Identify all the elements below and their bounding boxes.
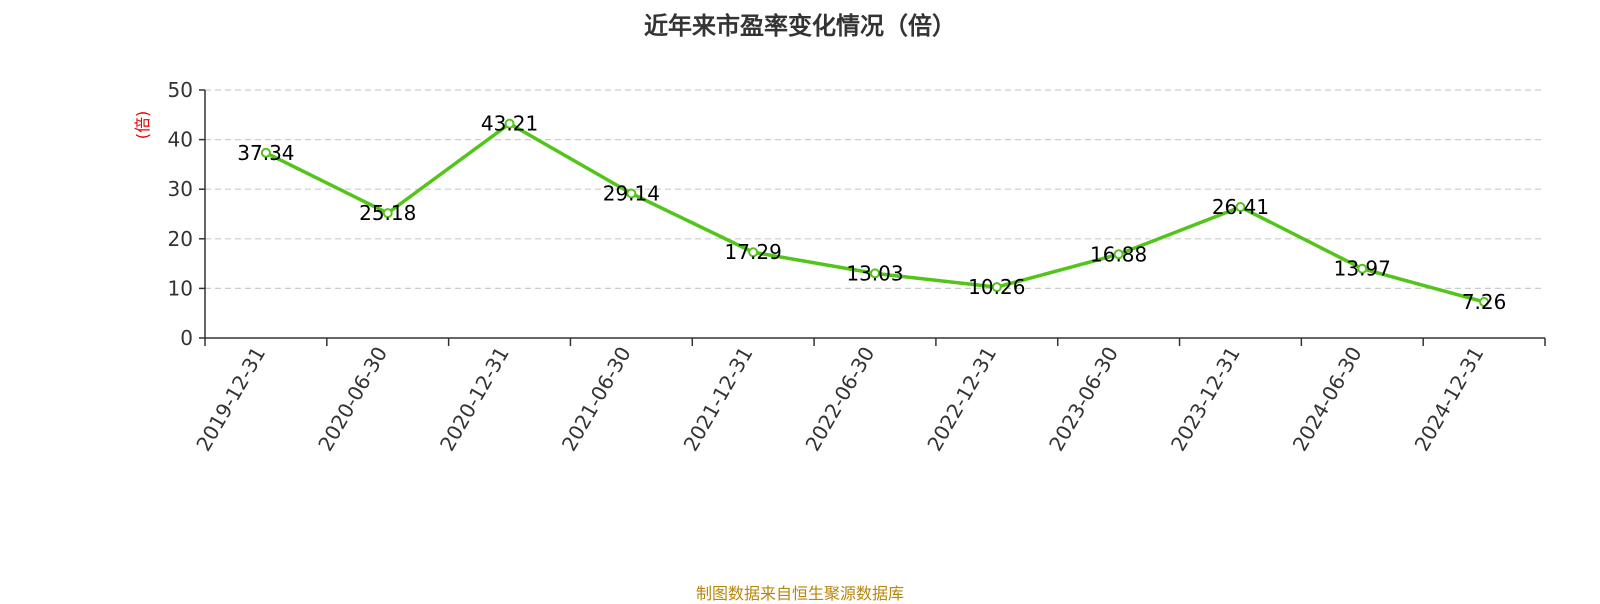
data-label: 43.21 [481,112,538,136]
y-tick-label: 0 [180,326,193,350]
x-tick-label: 2024-12-31 [1410,343,1489,456]
x-tick-label: 2021-06-30 [557,343,636,456]
gridlines [205,89,1545,289]
data-label: 25.18 [359,201,416,225]
data-point [260,147,271,158]
data-label: 29.14 [603,181,660,205]
data-point [1357,263,1368,274]
series-layer [260,118,1490,307]
data-point [1479,296,1490,307]
y-tick-label: 50 [168,78,193,102]
data-label: 10.26 [968,275,1025,299]
data-point [991,282,1002,293]
data-point [626,188,637,199]
y-axis-unit-label: (倍) [133,111,152,140]
x-tick-label: 2022-12-31 [922,342,1001,455]
data-point [1113,249,1124,260]
x-tick-label: 2024-06-30 [1288,343,1367,456]
data-label: 7.26 [1462,290,1507,314]
data-point [382,208,393,219]
line-chart: 0 10 20 30 40 50 2019-12-31 2020-06-30 2020-12-3… [133,78,1546,456]
y-tick-label: 20 [168,227,193,251]
x-tick-label: 2022-06-30 [800,343,879,456]
data-label: 17.29 [725,240,782,264]
data-label: 37.34 [237,141,294,165]
data-point [870,268,880,279]
x-tick-label: 2019-12-31 [191,343,270,456]
x-tick-label: 2020-12-31 [435,342,514,455]
data-point [1235,202,1246,213]
y-tick-label: 10 [168,276,193,300]
data-label: 26.41 [1212,195,1269,219]
x-tick-label: 2023-12-31 [1166,343,1245,456]
data-label: 16.88 [1090,242,1147,266]
y-tick-label: 30 [168,177,193,201]
x-tick-label: 2021-12-31 [679,343,758,456]
x-tick-label: 2020-06-30 [313,343,392,456]
data-labels: 37.34 25.18 43.21 29.14 17.29 13.03 10.26 16.88… [237,112,1506,314]
data-label: 13.97 [1334,257,1391,281]
x-tick-label: 2023-06-30 [1044,343,1123,456]
data-point [504,118,515,129]
data-point [748,247,759,258]
y-tick-label: 40 [168,128,193,152]
chart-title: 近年来市盈率变化情况（倍） [644,12,956,40]
data-label: 13.03 [846,261,903,285]
data-source-note: 制图数据来自恒生聚源数据库 [695,584,904,603]
